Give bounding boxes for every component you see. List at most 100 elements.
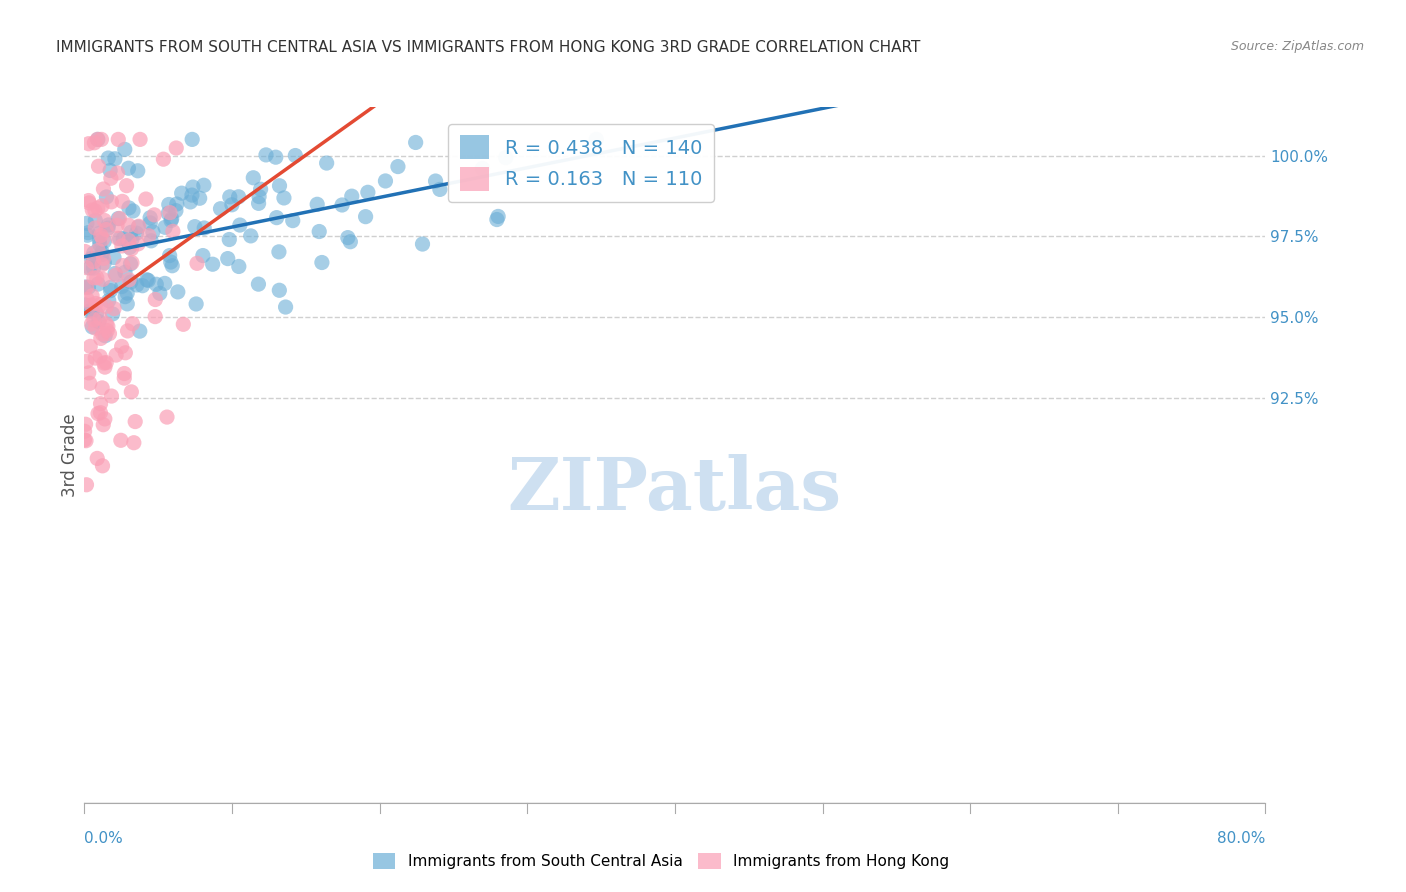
Point — [100, 280, 122, 294]
Point — [143, 208, 166, 222]
Point — [89, 406, 111, 420]
Point — [73, 425, 96, 439]
Point — [83, 261, 105, 276]
Point — [76, 228, 98, 243]
Point — [159, 249, 181, 263]
Point — [485, 212, 508, 227]
Point — [139, 211, 162, 225]
Point — [269, 178, 291, 193]
Point — [77, 136, 100, 151]
Point — [96, 317, 118, 331]
Point — [273, 191, 295, 205]
Point — [82, 320, 104, 334]
Point — [90, 199, 112, 213]
Point — [153, 277, 176, 291]
Point — [160, 259, 183, 273]
Point — [101, 307, 124, 321]
Point — [80, 289, 103, 303]
Point — [96, 356, 118, 370]
Point — [354, 210, 377, 224]
Point — [120, 384, 142, 399]
Point — [73, 433, 96, 447]
Point — [111, 339, 134, 353]
Point — [87, 277, 110, 291]
Point — [138, 228, 160, 243]
Point — [121, 255, 143, 269]
Point — [91, 381, 114, 395]
Point — [188, 191, 211, 205]
Point — [105, 348, 128, 362]
Point — [145, 277, 167, 292]
Point — [157, 197, 180, 211]
Point — [425, 174, 447, 188]
Point — [84, 321, 107, 335]
Point — [247, 277, 270, 292]
Point — [247, 196, 270, 211]
Point — [83, 136, 105, 150]
Point — [193, 221, 215, 235]
Point — [114, 290, 136, 304]
Point — [118, 234, 141, 248]
Point — [91, 272, 114, 286]
Point — [159, 255, 181, 269]
Point — [181, 188, 204, 202]
Point — [75, 434, 97, 448]
Point — [77, 366, 100, 380]
Point — [340, 189, 363, 203]
Point — [75, 244, 97, 259]
Point — [159, 205, 181, 219]
Point — [136, 273, 159, 287]
Point — [139, 216, 162, 230]
Point — [76, 354, 98, 368]
Point — [114, 265, 136, 279]
Point — [120, 275, 142, 289]
Point — [108, 231, 131, 245]
Point — [165, 141, 187, 155]
Point — [91, 244, 114, 259]
Point — [495, 151, 517, 165]
Point — [100, 194, 122, 209]
Point — [94, 412, 117, 426]
Point — [193, 178, 215, 193]
Point — [97, 293, 120, 308]
Point — [585, 132, 607, 146]
Point — [264, 150, 287, 164]
Point — [93, 182, 115, 196]
Point — [86, 307, 108, 321]
Point — [111, 239, 134, 253]
Point — [77, 194, 100, 208]
Point — [153, 220, 176, 235]
Point — [117, 297, 139, 311]
Point — [87, 159, 110, 173]
Point — [89, 237, 111, 252]
Point — [93, 213, 115, 227]
Point — [141, 234, 163, 248]
Point — [374, 174, 396, 188]
Point — [107, 231, 129, 245]
Point — [412, 237, 434, 252]
Point — [172, 318, 194, 332]
Point — [90, 331, 112, 345]
Point — [135, 192, 157, 206]
Point — [107, 211, 129, 226]
Point — [191, 249, 214, 263]
Point — [79, 260, 101, 275]
Point — [112, 231, 135, 245]
Point — [97, 319, 120, 334]
Point — [79, 339, 101, 353]
Point — [117, 235, 139, 249]
Point — [114, 346, 136, 360]
Point — [157, 206, 180, 220]
Point — [91, 258, 114, 272]
Point — [156, 410, 179, 425]
Text: ZIPatlas: ZIPatlas — [508, 454, 842, 525]
Point — [105, 219, 128, 233]
Point — [166, 197, 188, 211]
Point — [112, 367, 135, 381]
Point — [80, 317, 103, 331]
Point — [429, 182, 451, 196]
Point — [160, 211, 183, 226]
Point — [311, 255, 333, 269]
Point — [127, 236, 149, 251]
Point — [84, 221, 107, 235]
